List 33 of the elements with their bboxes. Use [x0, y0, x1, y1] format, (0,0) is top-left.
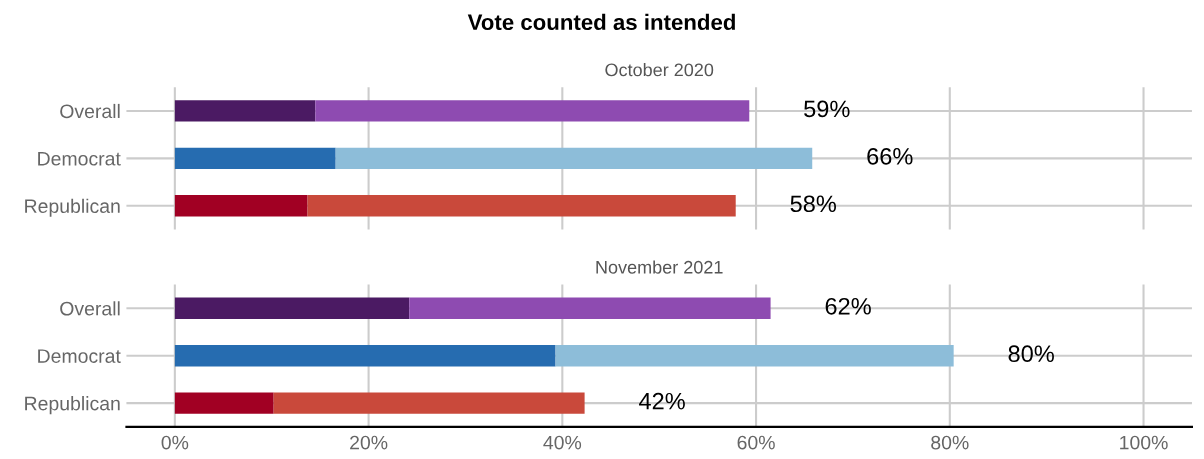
total-label: 80% [1008, 345, 1054, 363]
chart-subtitle: October 2020 [605, 63, 714, 77]
bar [409, 297, 771, 319]
total-label: 62% [825, 297, 871, 315]
bar [174, 392, 274, 414]
chart-title: Vote counted as intended [467, 13, 735, 31]
total-label: 59% [804, 100, 850, 118]
bar [307, 195, 736, 217]
x-tick-label: 60% [737, 435, 775, 450]
total-label: 58% [790, 195, 836, 213]
y-tick-label: Republican [25, 396, 120, 415]
y-tick-label: Democrat [38, 152, 121, 166]
x-tick-label: 100% [1120, 435, 1168, 450]
x-tick-label: 20% [350, 435, 388, 450]
bar [174, 297, 410, 319]
bar [174, 147, 336, 170]
x-tick-label: 80% [931, 435, 969, 450]
bar [335, 147, 813, 170]
bar [555, 345, 954, 367]
chart-subtitle: November 2021 [596, 260, 723, 274]
y-tick-label: Overall [60, 103, 120, 119]
bar [174, 195, 308, 217]
total-label: 66% [867, 147, 913, 165]
bar [273, 392, 585, 414]
y-tick-label: Republican [25, 198, 120, 217]
bar [174, 345, 556, 367]
bar [315, 100, 750, 122]
bar [174, 100, 316, 122]
x-tick-label: 0% [161, 435, 189, 450]
y-tick-label: Democrat [38, 349, 121, 363]
x-tick-label: 40% [543, 435, 582, 450]
y-tick-label: Overall [60, 301, 120, 316]
total-label: 42% [639, 392, 685, 410]
